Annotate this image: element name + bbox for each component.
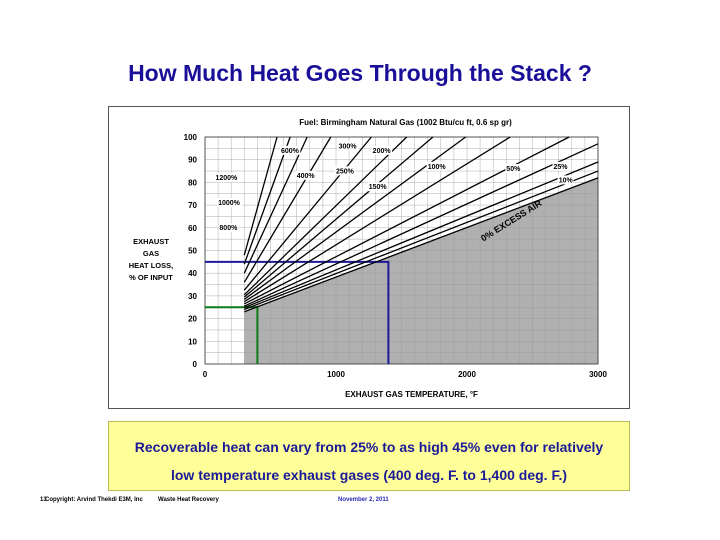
excess-air-curve xyxy=(244,170,599,311)
note-line-1: Recoverable heat can vary from 25% to as… xyxy=(134,439,604,455)
y-tick-label: 0 xyxy=(193,360,198,369)
curve-label: 400% xyxy=(297,173,316,180)
excess-air-curve xyxy=(243,136,434,298)
y-tick-label: 10 xyxy=(188,337,197,346)
curve-label-background xyxy=(295,170,317,180)
y-axis-label-line: HEAT LOSS, xyxy=(129,261,173,270)
y-tick-label: 80 xyxy=(188,178,197,187)
y-axis-label-line: EXHAUST xyxy=(133,237,169,246)
curve-label: 300% xyxy=(339,143,358,150)
curve-label-background xyxy=(217,198,243,208)
curve-label-background xyxy=(335,166,356,176)
curve-label: 600% xyxy=(281,148,300,155)
curve-label: 1200% xyxy=(215,175,238,182)
slide-title: How Much Heat Goes Through the Stack ? xyxy=(128,60,592,86)
y-tick-label: 30 xyxy=(188,292,197,301)
curve-label: 800% xyxy=(219,225,238,232)
curve-label-background xyxy=(426,161,448,171)
curve-label-background xyxy=(279,145,301,155)
excess-air-curve xyxy=(243,136,332,283)
excess-air-curve xyxy=(243,136,511,303)
curve-label: 1000% xyxy=(218,200,241,207)
footer-page-number: 13 xyxy=(40,497,47,503)
curve-label-background xyxy=(371,145,393,155)
y-axis-label-line: % OF INPUT xyxy=(129,273,173,282)
y-tick-label: 100 xyxy=(184,133,198,142)
x-tick-label: 0 xyxy=(203,370,208,379)
y-tick-label: 50 xyxy=(188,247,197,256)
y-tick-label: 20 xyxy=(188,315,197,324)
excess-air-curve xyxy=(244,161,599,309)
chart-frame: 0% EXCESS AIR 10% 25% 50% 100% 150% 200% 250% 30… xyxy=(108,106,630,409)
x-tick-label: 2000 xyxy=(458,370,476,379)
curve-label-background xyxy=(557,175,574,185)
y-tick-label: 70 xyxy=(188,201,197,210)
excess-air-curve xyxy=(243,136,308,274)
curve-label: 250% xyxy=(336,168,355,175)
plot-area-border xyxy=(204,136,599,365)
excess-air-curve xyxy=(244,177,599,313)
x-tick-label: 1000 xyxy=(327,370,345,379)
guide-line-blue xyxy=(205,260,390,364)
x-axis-label: EXHAUST GAS TEMPERATURE, °F xyxy=(345,390,478,399)
curve-label-background xyxy=(337,141,359,151)
excess-air-curve xyxy=(243,136,408,296)
curve-label: 10% xyxy=(559,177,574,184)
excess-air-curve xyxy=(243,136,372,291)
chart-title: Fuel: Birmingham Natural Gas (1002 Btu/c… xyxy=(299,118,512,127)
curve-label: 25% xyxy=(553,164,568,171)
footer-topic: Waste Heat Recovery xyxy=(158,497,219,503)
footer-copyright: Copyright: Arvind Thekdi E3M, Inc xyxy=(45,497,143,503)
excess-air-curve xyxy=(244,143,599,307)
y-tick-label: 60 xyxy=(188,224,197,233)
curve-label: 150% xyxy=(369,184,388,191)
footer-date: November 2, 2011 xyxy=(338,497,389,503)
excess-air-curve xyxy=(243,136,278,256)
stack-heat-loss-chart: 0% EXCESS AIR10%25%50%100%150%200%250%30… xyxy=(129,118,608,399)
y-axis-label-line: GAS xyxy=(143,249,159,258)
curve-label-background xyxy=(367,182,389,192)
curve-label-background xyxy=(218,223,239,233)
curve-label: 100% xyxy=(428,164,447,171)
excess-air-shaded-region xyxy=(244,177,599,364)
recoverable-heat-note: Recoverable heat can vary from 25% to as… xyxy=(108,421,630,491)
curve-label-background xyxy=(505,164,522,174)
curve-label: 50% xyxy=(506,166,521,173)
x-tick-label: 3000 xyxy=(589,370,607,379)
note-line-2: low temperature exhaust gases (400 deg. … xyxy=(170,467,568,483)
y-tick-label: 90 xyxy=(188,156,197,165)
curve-label: 200% xyxy=(373,148,392,155)
curve-label-background xyxy=(552,161,569,171)
excess-air-curve xyxy=(243,136,291,265)
curve-label-background xyxy=(214,173,240,183)
y-tick-label: 40 xyxy=(188,269,197,278)
